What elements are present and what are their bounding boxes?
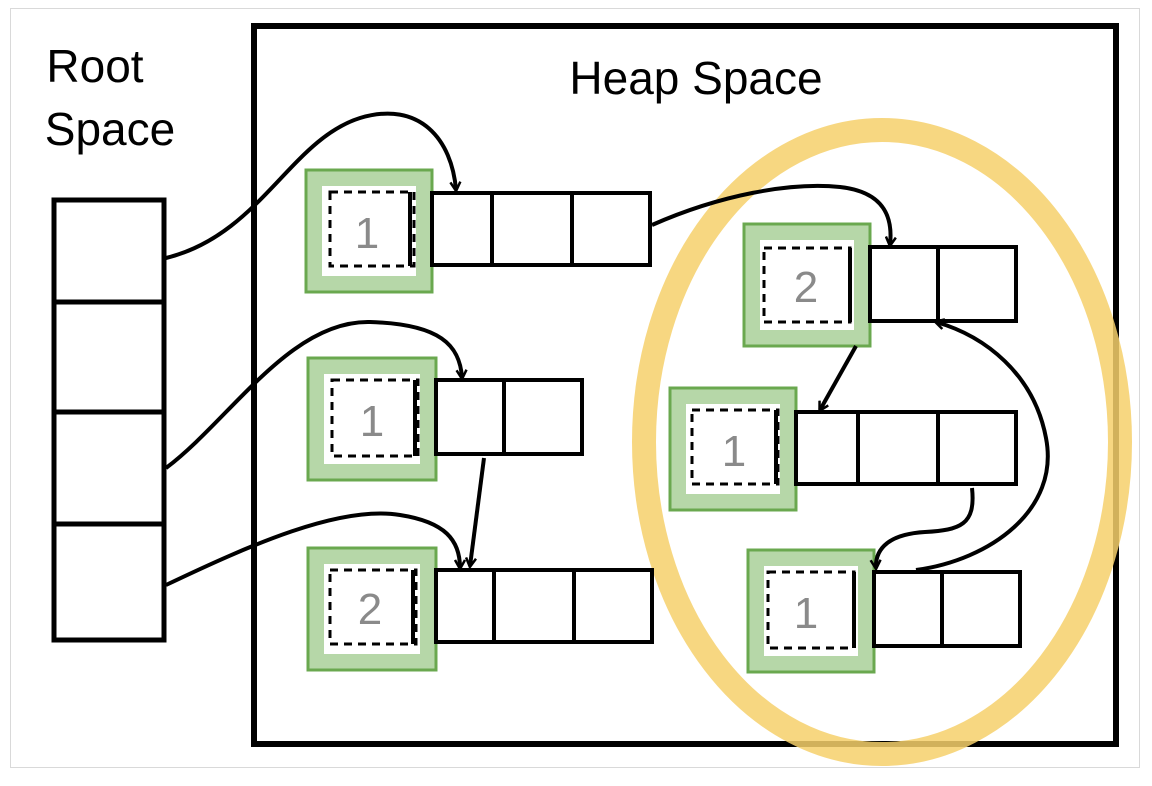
arrow-root-to-a bbox=[165, 111, 456, 260]
counter-slot bbox=[762, 246, 852, 324]
reference-count: 2 bbox=[358, 585, 382, 634]
reference-count: 1 bbox=[722, 427, 746, 476]
unreachable-cycle-ring bbox=[632, 118, 1132, 766]
object-fields bbox=[434, 378, 584, 456]
arrow-e-to-f bbox=[876, 487, 975, 568]
counter-slot bbox=[766, 570, 856, 650]
root-space-label-line1: Root bbox=[46, 40, 143, 92]
reference-count: 1 bbox=[360, 397, 384, 446]
heap-object-c: 2 bbox=[306, 546, 654, 672]
heap-object-f: 1 bbox=[746, 548, 1022, 674]
arrow-root-to-c bbox=[165, 511, 460, 587]
heap-object-e: 1 bbox=[668, 386, 1018, 512]
root-space-label-line2: Space bbox=[45, 103, 175, 155]
counter-slot bbox=[690, 408, 780, 486]
arrow-root-to-b bbox=[164, 319, 462, 470]
arrow-d-to-e bbox=[820, 345, 858, 410]
root-space-stack bbox=[51, 197, 167, 643]
counter-inner bbox=[764, 566, 858, 656]
counter-inner bbox=[760, 240, 854, 330]
object-fields bbox=[430, 191, 652, 267]
counter-slot bbox=[330, 378, 420, 458]
reference-count: 1 bbox=[355, 209, 379, 258]
object-fields bbox=[872, 570, 1022, 648]
arrow-a-to-d bbox=[651, 183, 891, 245]
object-fields bbox=[868, 245, 1018, 323]
heap-object-b: 1 bbox=[306, 356, 584, 482]
object-fields bbox=[794, 410, 1018, 486]
reference-arrows bbox=[164, 111, 1050, 587]
counter-slot bbox=[328, 190, 416, 268]
object-fields bbox=[434, 568, 654, 644]
counter-inner bbox=[324, 564, 420, 654]
heap-object-d: 2 bbox=[742, 222, 1018, 348]
reference-count: 2 bbox=[794, 263, 818, 312]
heap-space-label: Heap Space bbox=[569, 52, 822, 104]
counter-inner bbox=[324, 374, 420, 464]
reference-count: 1 bbox=[794, 589, 818, 638]
counter-inner bbox=[322, 186, 416, 276]
heap-object-a: 1 bbox=[304, 168, 652, 294]
root-stack-outline bbox=[51, 197, 167, 643]
counter-inner bbox=[686, 404, 780, 494]
counter-slot bbox=[328, 568, 418, 646]
arrow-b-to-c bbox=[470, 457, 486, 566]
arrow-f-to-d bbox=[915, 322, 1050, 572]
